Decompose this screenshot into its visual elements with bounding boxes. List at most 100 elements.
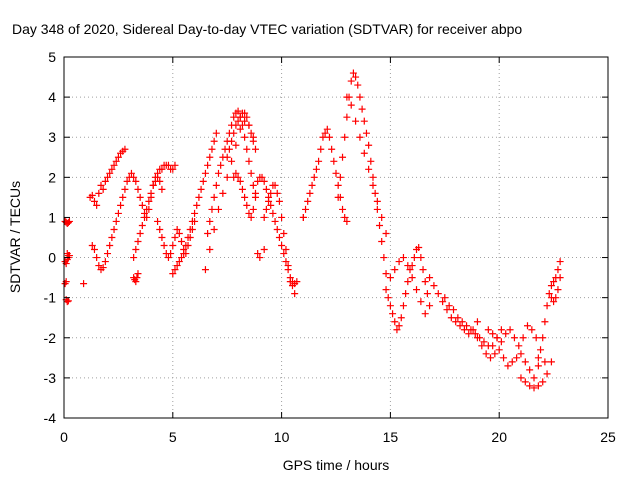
data-point xyxy=(339,153,347,161)
data-point xyxy=(454,314,462,322)
data-point xyxy=(184,234,192,241)
data-point xyxy=(164,254,172,262)
data-point xyxy=(423,290,431,298)
data-point xyxy=(543,302,551,310)
data-point xyxy=(130,173,138,181)
data-point xyxy=(334,193,342,201)
data-point xyxy=(339,205,347,213)
data-point xyxy=(358,105,366,113)
data-point xyxy=(530,384,538,392)
data-point xyxy=(164,161,172,169)
data-point xyxy=(251,189,259,197)
data-point xyxy=(371,189,379,197)
data-point xyxy=(147,189,155,197)
data-point xyxy=(134,185,142,193)
y-tick-label: 4 xyxy=(48,89,56,105)
data-point xyxy=(523,322,531,330)
data-point xyxy=(191,209,199,217)
data-point xyxy=(539,334,547,342)
data-point xyxy=(247,129,255,137)
data-point xyxy=(537,346,545,354)
data-point xyxy=(138,221,146,229)
data-point xyxy=(243,113,251,121)
data-point xyxy=(219,189,227,197)
data-point xyxy=(110,225,118,233)
data-point xyxy=(315,157,323,165)
data-point xyxy=(245,157,253,165)
data-point xyxy=(458,318,466,326)
plot-frame xyxy=(63,56,609,419)
data-point xyxy=(130,254,138,262)
data-point xyxy=(399,302,407,310)
data-point xyxy=(201,266,209,274)
data-point xyxy=(173,225,181,233)
data-point xyxy=(341,213,349,221)
data-point xyxy=(267,189,275,197)
data-point xyxy=(391,318,399,326)
data-point xyxy=(347,101,355,109)
data-point xyxy=(419,266,427,274)
x-tick-label: 15 xyxy=(383,429,399,445)
data-point xyxy=(317,145,325,153)
data-point xyxy=(519,334,527,342)
data-point xyxy=(245,121,253,129)
data-point xyxy=(90,197,98,205)
data-point xyxy=(106,242,114,250)
data-point xyxy=(395,322,403,330)
data-point xyxy=(256,254,264,262)
data-point xyxy=(502,330,510,338)
chart-title: Day 348 of 2020, Sidereal Day-to-day VTE… xyxy=(12,21,522,37)
data-point xyxy=(93,254,101,262)
data-point xyxy=(452,318,460,326)
data-point xyxy=(349,69,357,77)
data-point xyxy=(136,193,144,201)
data-point xyxy=(214,205,222,213)
data-point xyxy=(397,314,405,322)
data-point xyxy=(312,165,320,173)
data-point xyxy=(495,346,503,354)
data-point xyxy=(330,157,338,165)
data-point xyxy=(352,73,360,81)
data-point xyxy=(112,157,120,165)
data-point xyxy=(360,149,368,157)
data-point xyxy=(343,217,351,225)
data-point xyxy=(186,225,194,233)
data-point xyxy=(534,382,542,390)
data-point xyxy=(273,225,281,233)
data-point xyxy=(508,358,516,366)
data-point xyxy=(421,278,429,286)
data-point xyxy=(282,246,290,254)
data-point xyxy=(284,262,292,270)
data-point xyxy=(138,201,146,209)
data-point xyxy=(108,234,116,241)
data-point xyxy=(493,334,501,342)
data-point xyxy=(534,362,542,370)
data-point xyxy=(395,258,403,266)
data-point xyxy=(443,306,451,314)
data-point xyxy=(369,181,377,189)
data-point xyxy=(88,242,96,250)
data-point xyxy=(171,234,179,241)
x-tick-label: 5 xyxy=(169,429,177,445)
data-point xyxy=(441,294,449,302)
data-point xyxy=(393,326,401,334)
data-point xyxy=(497,326,505,334)
data-point xyxy=(173,262,181,270)
data-point xyxy=(334,181,342,189)
data-point xyxy=(417,254,425,262)
data-point xyxy=(169,270,177,278)
data-point xyxy=(382,270,390,278)
data-point xyxy=(225,145,233,153)
data-point xyxy=(230,113,238,121)
data-point xyxy=(521,358,529,366)
data-point xyxy=(241,193,249,201)
data-point xyxy=(480,338,488,346)
data-point xyxy=(80,280,88,288)
data-point xyxy=(447,314,455,322)
data-point xyxy=(506,326,514,334)
data-point xyxy=(236,177,244,185)
data-point xyxy=(456,322,464,330)
data-point xyxy=(356,133,364,141)
data-point xyxy=(426,302,434,310)
x-tick-label: 0 xyxy=(60,429,68,445)
